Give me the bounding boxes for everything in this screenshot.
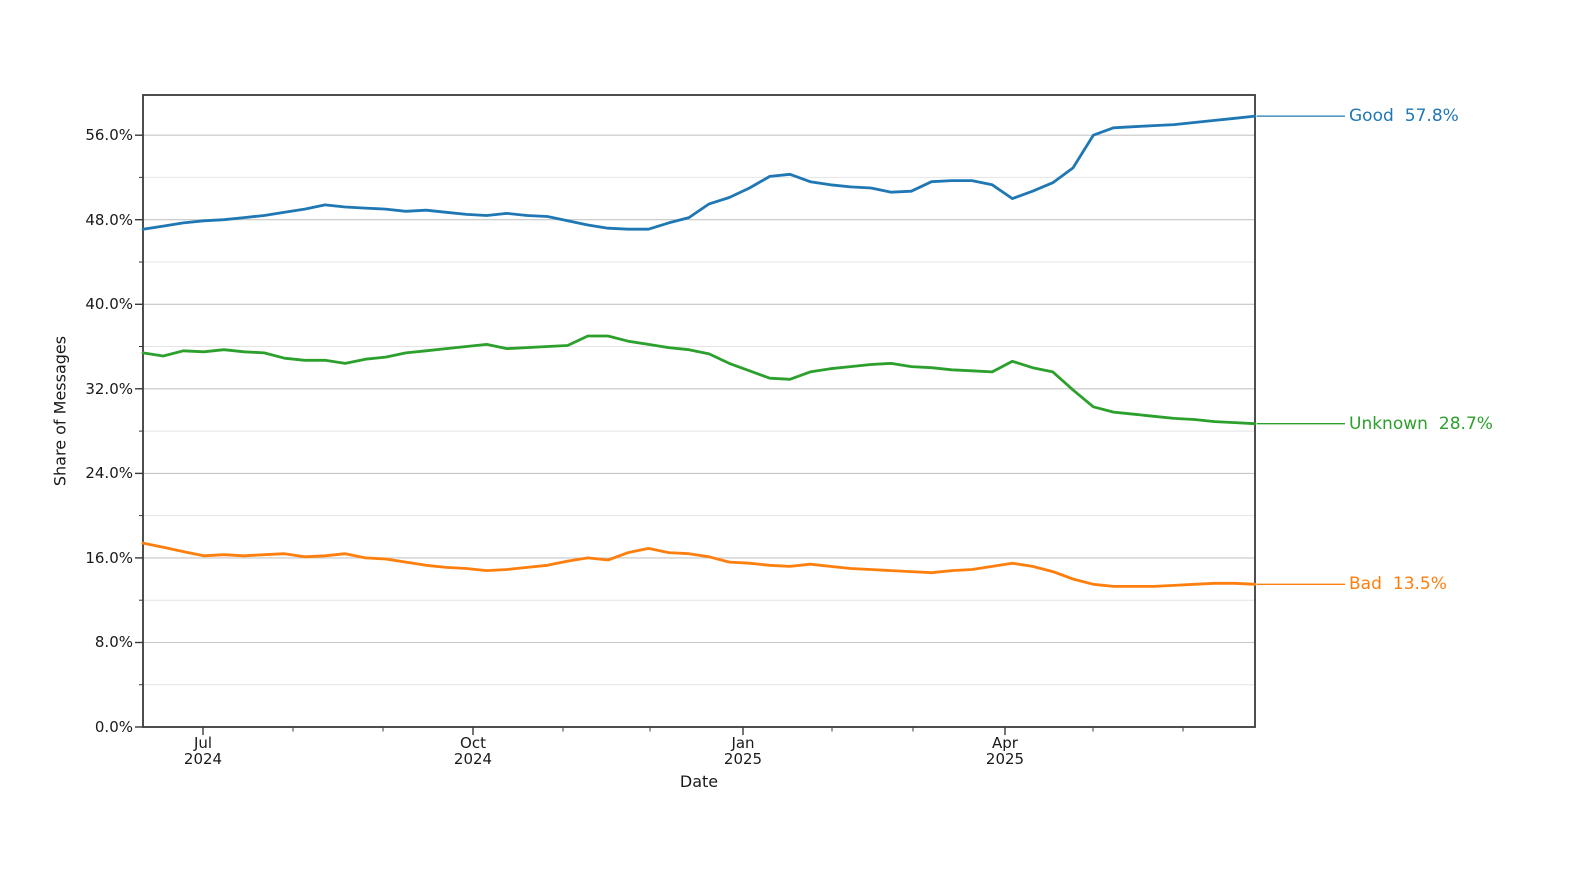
y-tick-label: 32.0% — [85, 379, 133, 398]
x-tick-month: Jul — [193, 734, 213, 752]
x-tick-label: Oct 2024 — [418, 735, 528, 767]
y-tick-label: 48.0% — [85, 210, 133, 229]
series-end-value: 28.7% — [1438, 413, 1493, 434]
series-end-value: 13.5% — [1392, 574, 1447, 595]
series-end-label-unknown: Unknown 28.7% — [1349, 413, 1493, 435]
series-end-value: 57.8% — [1404, 106, 1459, 127]
x-tick-label: Jul 2024 — [148, 735, 258, 767]
x-tick-label: Apr 2025 — [950, 735, 1060, 767]
y-tick-label: 40.0% — [85, 295, 133, 314]
y-tick-label: 56.0% — [85, 126, 133, 145]
x-tick-year: 2025 — [723, 750, 763, 768]
y-tick-label: 24.0% — [85, 464, 133, 483]
series-end-label-good: Good 57.8% — [1349, 105, 1459, 127]
y-tick-label: 0.0% — [94, 718, 133, 736]
series-end-label-bad: Bad 13.5% — [1349, 573, 1447, 595]
x-tick-year: 2024 — [453, 750, 493, 768]
x-tick-month: Oct — [460, 734, 486, 752]
series-name: Good — [1349, 106, 1394, 127]
x-tick-year: 2024 — [183, 750, 223, 768]
x-tick-month: Jan — [731, 734, 755, 752]
x-tick-month: Apr — [992, 734, 1018, 752]
x-tick-label: Jan 2025 — [688, 735, 798, 767]
series-name: Unknown — [1349, 413, 1428, 434]
y-tick-label: 16.0% — [85, 548, 133, 567]
series-name: Bad — [1349, 574, 1382, 595]
x-tick-year: 2025 — [985, 750, 1025, 768]
x-axis-title: Date — [679, 772, 719, 791]
y-tick-label: 8.0% — [94, 633, 133, 652]
